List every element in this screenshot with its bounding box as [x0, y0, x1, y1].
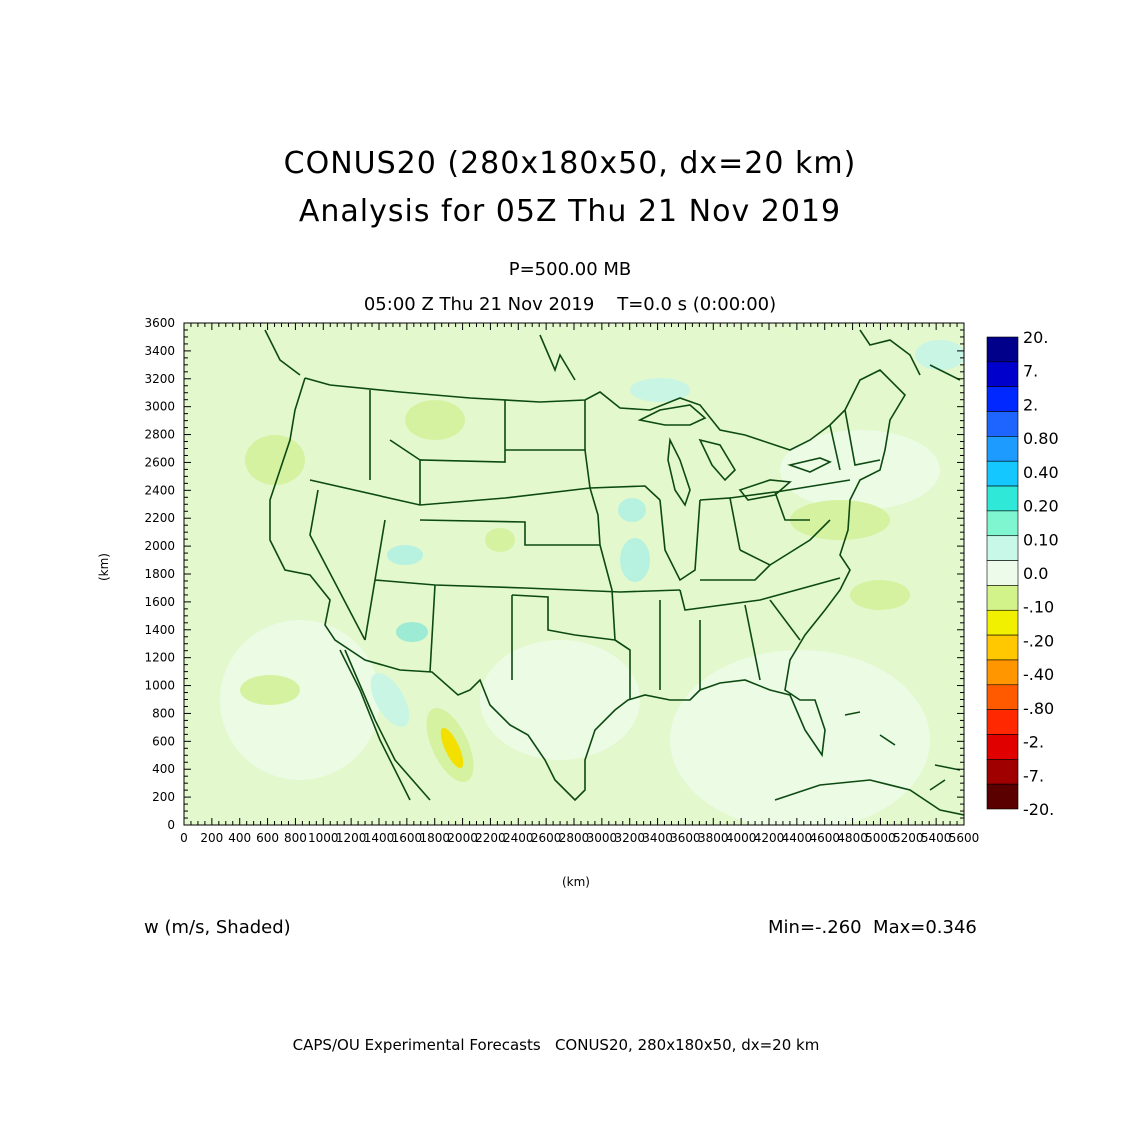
us-outline: [269, 369, 907, 802]
y-tick-label: 0: [167, 818, 175, 832]
x-tick-label: 1000: [308, 831, 339, 845]
colorbar-swatch: [986, 436, 1019, 462]
colorbar-swatch: [986, 485, 1019, 512]
y-tick-label: 3400: [144, 344, 175, 358]
x-axis-label: (km): [561, 875, 590, 889]
x-tick-label: 1400: [364, 831, 395, 845]
colorbar-swatch: [986, 609, 1019, 636]
y-tick-label: 800: [152, 706, 175, 720]
colorbar-label: 20.: [1023, 328, 1048, 347]
boundaries: [264, 329, 964, 816]
colorbar-swatch: [986, 560, 1019, 586]
colorbar-label: 0.0: [1023, 564, 1048, 583]
colorbar-label: 0.40: [1023, 463, 1059, 482]
x-tick-label: 5000: [865, 831, 896, 845]
x-tick-label: 5600: [949, 831, 980, 845]
x-tick-label: 1600: [392, 831, 423, 845]
y-axis-label: (km): [97, 553, 111, 582]
y-tick-label: 400: [152, 762, 175, 776]
colorbar-swatch: [986, 659, 1019, 686]
x-tick-label: 800: [284, 831, 307, 845]
x-tick-label: 5400: [921, 831, 952, 845]
x-tick-label: 3200: [614, 831, 645, 845]
field-label: w (m/s, Shaded): [144, 917, 291, 938]
colorbar-label: -2.: [1023, 733, 1044, 752]
y-tick-label: 2800: [144, 428, 175, 442]
x-tick-label: 3600: [670, 831, 701, 845]
x-tick-label: 0: [180, 831, 188, 845]
colorbar-swatch: [986, 684, 1019, 710]
x-tick-label: 1200: [336, 831, 367, 845]
colorbar-swatch: [986, 585, 1019, 611]
y-tick-label: 2600: [144, 455, 175, 469]
x-tick-label: 3800: [698, 831, 729, 845]
y-tick-label: 3600: [144, 316, 175, 330]
y-tick-label: 600: [152, 734, 175, 748]
y-tick-label: 1800: [144, 567, 175, 581]
colorbar-label: 7.: [1023, 362, 1038, 381]
colorbar-swatch: [986, 336, 1019, 363]
y-tick-label: 3200: [144, 372, 175, 386]
colorbar-label: -.20: [1023, 631, 1054, 650]
colorbar-swatch: [986, 734, 1019, 760]
y-tick-label: 1000: [144, 679, 175, 693]
x-tick-label: 4600: [809, 831, 840, 845]
title-line-2: Analysis for 05Z Thu 21 Nov 2019: [298, 194, 842, 229]
min-max: Min=-.260 Max=0.346: [768, 917, 977, 938]
title-line-1: CONUS20 (280x180x50, dx=20 km): [283, 146, 857, 181]
colorbar-swatch: [986, 759, 1019, 785]
colorbar-label: -20.: [1023, 800, 1054, 819]
y-tick-label: 1600: [144, 595, 175, 609]
x-tick-label: 4000: [726, 831, 757, 845]
x-tick-label: 2200: [475, 831, 506, 845]
colorbar-swatch: [986, 386, 1019, 412]
colorbar-swatch: [986, 460, 1019, 487]
y-tick-label: 1200: [144, 651, 175, 665]
x-tick-label: 2000: [447, 831, 478, 845]
x-tick-label: 2600: [531, 831, 562, 845]
x-tick-label: 200: [200, 831, 223, 845]
x-tick-label: 4200: [754, 831, 785, 845]
colorbar-label: -.80: [1023, 699, 1054, 718]
x-tick-label: 2800: [559, 831, 590, 845]
y-tick-label: 2400: [144, 483, 175, 497]
y-tick-label: 2200: [144, 511, 175, 525]
y-tick-label: 200: [152, 790, 175, 804]
x-tick-label: 1800: [419, 831, 450, 845]
footer: CAPS/OU Experimental Forecasts CONUS20, …: [292, 1036, 820, 1054]
colorbar-label: 0.80: [1023, 429, 1059, 448]
colorbar: [986, 336, 1019, 810]
x-tick-label: 5200: [893, 831, 924, 845]
x-tick-label: 400: [228, 831, 251, 845]
x-tick-label: 2400: [503, 831, 534, 845]
x-tick-label: 4400: [782, 831, 813, 845]
y-tick-label: 3000: [144, 400, 175, 414]
colorbar-label: 0.10: [1023, 530, 1059, 549]
colorbar-swatch: [986, 634, 1019, 661]
colorbar-swatch: [986, 709, 1019, 735]
colorbar-label: -.10: [1023, 598, 1054, 617]
colorbar-label: -.40: [1023, 665, 1054, 684]
y-tick-label: 2000: [144, 539, 175, 553]
colorbar-label: -7.: [1023, 766, 1044, 785]
y-tick-label: 1400: [144, 623, 175, 637]
valid-time: 05:00 Z Thu 21 Nov 2019 T=0.0 s (0:00:00…: [363, 294, 777, 315]
x-tick-label: 3000: [587, 831, 618, 845]
colorbar-swatch: [986, 510, 1019, 537]
x-tick-label: 3400: [642, 831, 673, 845]
colorbar-swatch: [986, 411, 1019, 437]
x-tick-label: 4800: [837, 831, 868, 845]
colorbar-swatch: [986, 361, 1019, 387]
colorbar-label: 2.: [1023, 395, 1038, 414]
colorbar-swatch: [986, 783, 1019, 810]
colorbar-label: 0.20: [1023, 497, 1059, 516]
x-tick-label: 600: [256, 831, 279, 845]
level-label: P=500.00 MB: [508, 259, 632, 280]
colorbar-swatch: [986, 535, 1019, 561]
